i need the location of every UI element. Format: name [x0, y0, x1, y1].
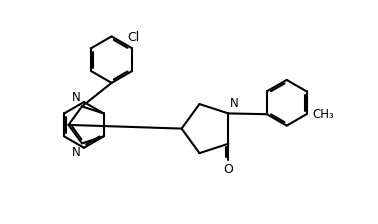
Text: N: N — [71, 146, 80, 159]
Text: Cl: Cl — [127, 31, 139, 44]
Text: N: N — [71, 91, 80, 104]
Text: N: N — [230, 97, 239, 110]
Text: CH₃: CH₃ — [312, 108, 334, 121]
Text: O: O — [223, 163, 233, 176]
